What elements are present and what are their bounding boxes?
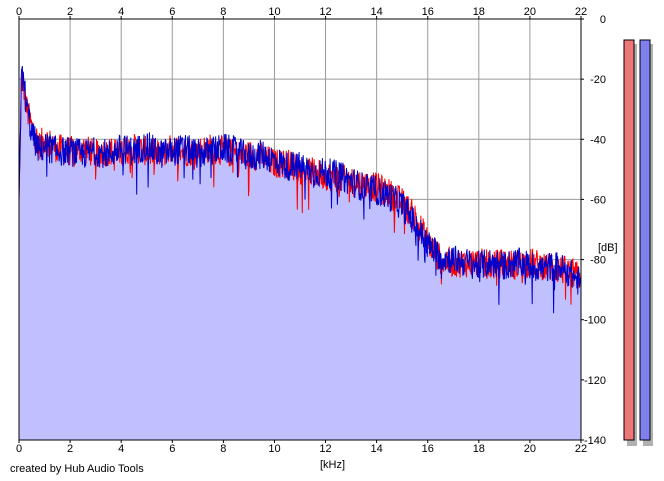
x-tick-label: 4 (118, 6, 124, 18)
x-tick-label: 6 (169, 443, 175, 455)
y-axis-label: [dB] (598, 242, 618, 254)
x-tick-label: 4 (118, 443, 124, 455)
y-axis-ticks: 0 -20 -40 -60 -80 -100 -120 -140 (581, 14, 606, 447)
x-tick-label: 0 (16, 6, 22, 18)
x-tick-label: 22 (575, 6, 587, 18)
x-tick-label: 14 (371, 6, 383, 18)
level-meters (623, 39, 653, 446)
level-meter-left (623, 39, 635, 441)
x-tick-label: 10 (268, 443, 280, 455)
x-tick-label: 16 (422, 6, 434, 18)
y-tick-label: -80 (590, 255, 606, 267)
y-tick-label: -40 (590, 134, 606, 146)
x-tick-label: 2 (67, 443, 73, 455)
y-tick-label: 0 (600, 14, 606, 26)
x-tick-label: 18 (473, 443, 485, 455)
x-tick-label: 12 (319, 443, 331, 455)
x-tick-label: 20 (524, 6, 536, 18)
x-tick-label: 14 (371, 443, 383, 455)
x-tick-label: 12 (319, 6, 331, 18)
x-tick-label: 0 (16, 443, 22, 455)
x-tick-label: 22 (575, 443, 587, 455)
plot-frame (18, 18, 582, 441)
y-tick-label: -140 (584, 435, 606, 447)
spectrum-lines (18, 66, 582, 314)
credit-text: created by Hub Audio Tools (10, 463, 144, 475)
y-tick-label: -60 (590, 194, 606, 206)
y-tick-label: -100 (584, 315, 606, 327)
x-tick-label: 8 (220, 6, 226, 18)
x-axis-label: [kHz] (320, 459, 345, 471)
series-line-right (18, 66, 582, 314)
x-tick-label: 18 (473, 6, 485, 18)
x-tick-label: 8 (220, 443, 226, 455)
level-meter-right (639, 39, 651, 441)
x-tick-label: 10 (268, 6, 280, 18)
x-tick-label: 2 (67, 6, 73, 18)
y-tick-label: -20 (590, 74, 606, 86)
x-tick-label: 16 (422, 443, 434, 455)
x-tick-label: 20 (524, 443, 536, 455)
y-tick-label: -120 (584, 375, 606, 387)
plot-border (18, 18, 582, 441)
x-tick-label: 6 (169, 6, 175, 18)
